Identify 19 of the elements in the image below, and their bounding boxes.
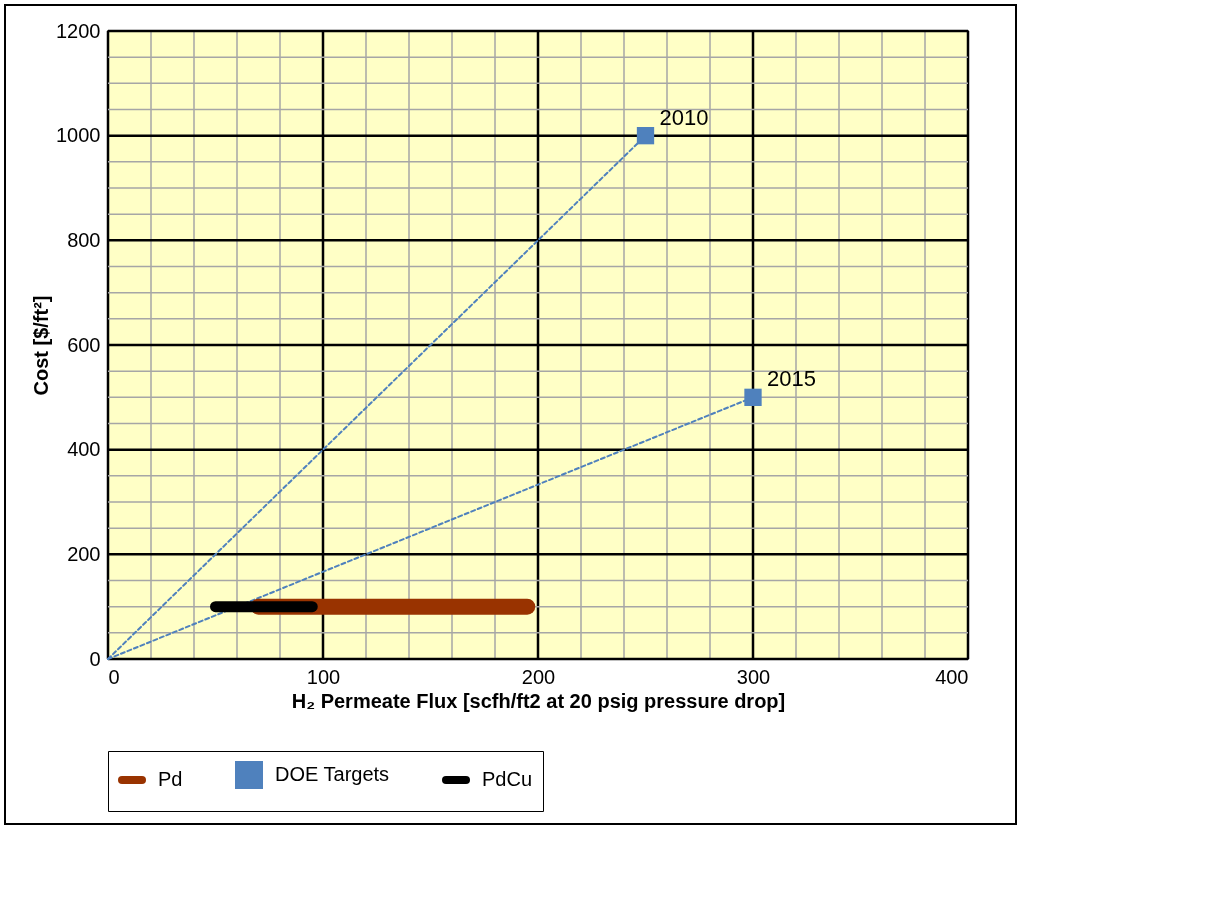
legend-label: DOE Targets: [275, 763, 390, 785]
x-axis-title: H₂ Permeate Flux [scfh/ft2 at 20 psig pressure drop]: [291, 689, 786, 712]
annotation: 2010: [659, 104, 709, 130]
x-tick-label: 400: [935, 665, 969, 688]
y-tick-label: 400: [67, 438, 101, 461]
x-tick-label: 200: [521, 665, 556, 688]
y-tick-label: 600: [67, 333, 101, 356]
y-tick-label: 800: [67, 228, 101, 251]
y-tick-label: 1000: [56, 124, 101, 147]
y-axis-title: Cost [$/ft²]: [30, 295, 53, 396]
y-tick-label: 1200: [56, 19, 101, 42]
annotation: 2015: [767, 366, 816, 392]
legend-label: PdCu: [482, 768, 533, 790]
y-tick-label: 0: [89, 647, 101, 670]
x-tick-label: 0: [108, 665, 120, 688]
x-tick-label: 300: [736, 665, 771, 688]
legend-label: Pd: [158, 768, 183, 790]
y-tick-label: 200: [67, 542, 101, 565]
x-tick-label: 100: [306, 665, 341, 688]
